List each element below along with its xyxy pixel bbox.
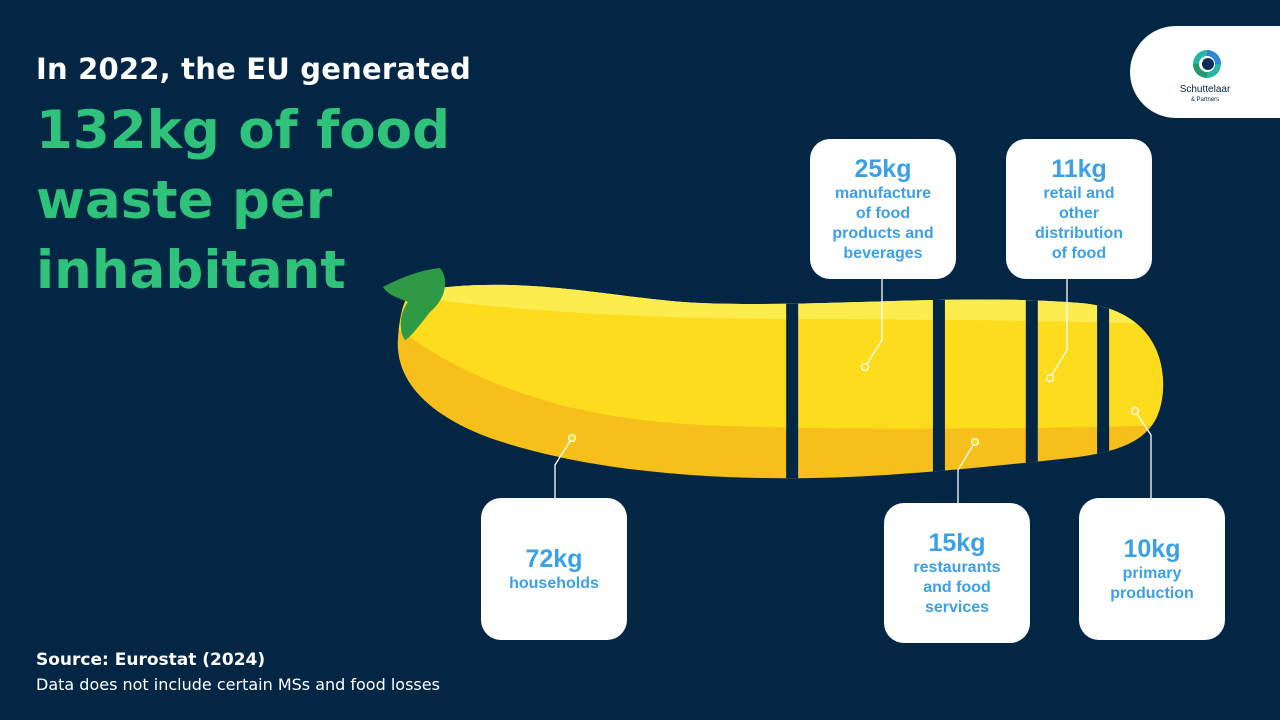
category-label: other: [1059, 205, 1099, 222]
headline-line: waste per: [36, 170, 333, 231]
logo-sub: & Partners: [1190, 97, 1220, 103]
slice-marker: [1130, 406, 1140, 416]
value-label: 25kg: [854, 155, 912, 183]
slice-gap: [786, 284, 799, 479]
heading: In 2022, the EU generated: [36, 52, 471, 86]
slice-marker: [1045, 373, 1055, 383]
category-label: of food: [1051, 245, 1107, 262]
slice-gap: [1025, 284, 1038, 479]
category-label: manufacture: [834, 185, 932, 202]
category-label: of food: [855, 205, 911, 222]
category-label: retail and: [1043, 185, 1115, 202]
slice-marker: [567, 433, 577, 443]
logo-name: Schuttelaar: [1179, 84, 1231, 95]
value-card: 25kg manufacture of food products and bevera…: [810, 139, 956, 279]
value-card: 72kg households: [481, 498, 627, 640]
slice-gap: [932, 284, 945, 479]
value-label: 15kg: [928, 529, 986, 557]
value-label: 11kg: [1051, 155, 1107, 183]
value-card: 11kg retail and other distribution of food: [1006, 139, 1152, 279]
leader-line: [1049, 279, 1068, 379]
category-label: production: [1110, 585, 1194, 602]
slice-marker: [970, 437, 980, 447]
schuttelaar-logo-icon: [1193, 50, 1221, 78]
leader-line: [864, 279, 883, 368]
note-text: Data does not include certain MSs and fo…: [36, 675, 440, 694]
value-label: 10kg: [1123, 535, 1181, 563]
zucchini-stem: [383, 268, 446, 340]
logo: Schuttelaar & Partners: [1130, 26, 1280, 118]
category-label: distribution: [1035, 225, 1123, 242]
slice-gap: [1097, 284, 1110, 479]
category-label: primary: [1122, 565, 1182, 582]
leader-line: [957, 441, 976, 503]
slice-marker: [860, 362, 870, 372]
value-label: 72kg: [525, 545, 583, 573]
zucchini-body: [397, 284, 1164, 479]
source-text: Source: Eurostat (2024): [36, 650, 266, 670]
category-label: households: [509, 575, 599, 592]
category-label: beverages: [843, 245, 923, 262]
headline-line: inhabitant: [36, 240, 346, 301]
leader-line: [1134, 410, 1152, 498]
value-card: 10kg primary production: [1079, 498, 1225, 640]
value-card: 15kg restaurants and food services: [884, 503, 1030, 643]
category-label: restaurants: [913, 559, 1001, 576]
headline: 132kg of food waste per inhabitant: [36, 96, 450, 306]
headline-line: 132kg of food: [36, 100, 451, 161]
category-label: and food: [923, 579, 991, 596]
category-label: products and: [832, 225, 934, 242]
leader-line: [554, 437, 573, 498]
category-label: services: [924, 599, 990, 616]
